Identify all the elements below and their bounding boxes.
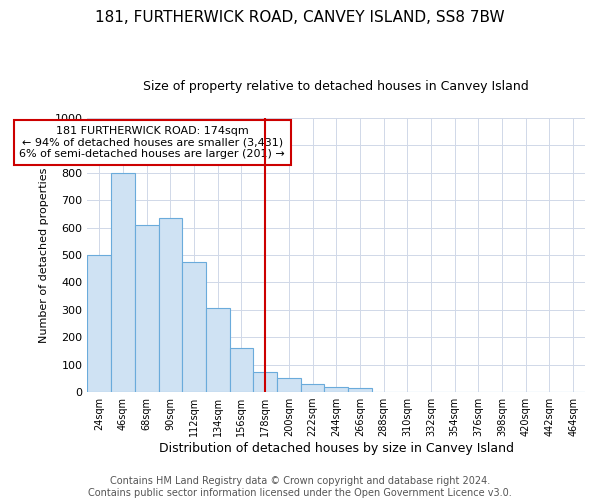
Bar — [206, 308, 230, 392]
Bar — [253, 372, 277, 392]
Text: 181 FURTHERWICK ROAD: 174sqm
← 94% of detached houses are smaller (3,431)
6% of : 181 FURTHERWICK ROAD: 174sqm ← 94% of de… — [19, 126, 285, 159]
X-axis label: Distribution of detached houses by size in Canvey Island: Distribution of detached houses by size … — [159, 442, 514, 455]
Bar — [182, 262, 206, 392]
Bar — [301, 384, 325, 392]
Bar — [348, 388, 372, 392]
Bar — [277, 378, 301, 392]
Bar — [111, 172, 135, 392]
Bar — [88, 255, 111, 392]
Bar — [158, 218, 182, 392]
Bar — [230, 348, 253, 392]
Title: Size of property relative to detached houses in Canvey Island: Size of property relative to detached ho… — [143, 80, 529, 93]
Text: Contains HM Land Registry data © Crown copyright and database right 2024.
Contai: Contains HM Land Registry data © Crown c… — [88, 476, 512, 498]
Bar — [135, 225, 158, 392]
Y-axis label: Number of detached properties: Number of detached properties — [39, 167, 49, 342]
Bar — [325, 386, 348, 392]
Text: 181, FURTHERWICK ROAD, CANVEY ISLAND, SS8 7BW: 181, FURTHERWICK ROAD, CANVEY ISLAND, SS… — [95, 10, 505, 25]
